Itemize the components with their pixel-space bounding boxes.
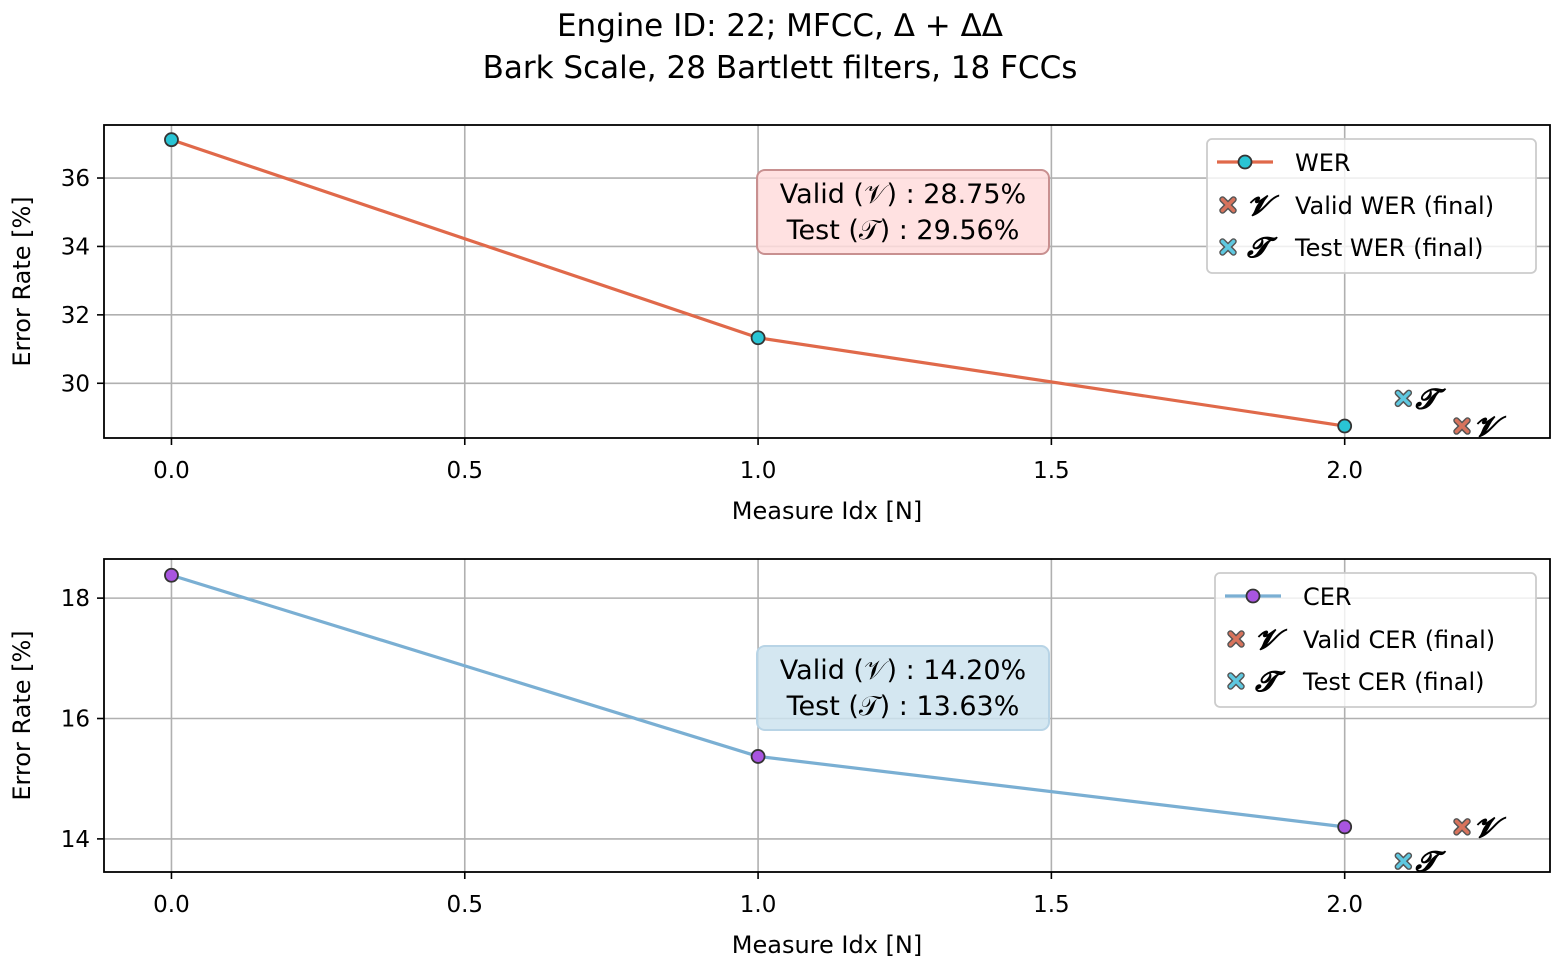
- cer-legend-test-x-fill: [1228, 673, 1244, 689]
- wer-valid-final-marker: [1453, 417, 1471, 435]
- wer-y-axis-label: Error Rate [%]: [8, 196, 36, 366]
- cer-xtick-label: 1.5: [1033, 892, 1070, 918]
- cer-test-final-glyph: 𝓣: [1415, 845, 1446, 878]
- cer-ytick-label: 14: [61, 827, 90, 853]
- cer-legend-frame: [1214, 572, 1537, 708]
- wer-data-point: [750, 330, 766, 346]
- wer-ytick-label: 32: [61, 303, 90, 329]
- cer-annotation-box: [756, 645, 1050, 731]
- cer-xtick-label: 1.0: [740, 892, 777, 918]
- wer-test-final-marker: [1394, 389, 1413, 408]
- cer-ytick-label: 18: [61, 586, 90, 612]
- wer-ytick-label: 34: [61, 234, 90, 260]
- chart-title-line1: Engine ID: 22; MFCC, Δ + ΔΔ: [557, 8, 1003, 44]
- cer-legend-valid-x: [1227, 630, 1245, 648]
- cer-panel: 0.0 0.5 1.0 1.5 2.0 14 16 18 Measure Idx [N] Erro…: [8, 558, 1551, 959]
- wer-annotation-test: Test (𝒯) : 29.56%: [786, 215, 1020, 246]
- wer-panel: 0.0 0.5 1.0 1.5 2.0 30 32 34 36 Measure Idx [N] Er…: [8, 124, 1551, 525]
- wer-data-point: [164, 132, 179, 148]
- cer-legend-series-label: CER: [1303, 583, 1352, 611]
- cer-legend-valid-x-fill: [1228, 631, 1244, 647]
- wer-data-point: [1337, 418, 1353, 434]
- cer-axes-frame: [103, 558, 1551, 873]
- chart-title-line2: Bark Scale, 28 Bartlett filters, 18 FCCs: [483, 50, 1078, 86]
- cer-data-point: [1337, 819, 1353, 835]
- wer-ytick-label: 36: [61, 166, 90, 192]
- cer-x-axis-label: Measure Idx [N]: [732, 931, 922, 959]
- wer-ytick-label: 30: [61, 371, 90, 397]
- wer-xtick-label: 0.0: [153, 458, 190, 484]
- wer-xtick-label: 1.5: [1033, 458, 1070, 484]
- cer-annotation-test: Test (𝒯) : 13.63%: [786, 691, 1020, 722]
- cer-valid-final-marker-fill: [1454, 819, 1470, 835]
- cer-ytick-label: 16: [61, 707, 90, 733]
- cer-legend-test-x: [1227, 672, 1245, 690]
- cer-y-axis-label: Error Rate [%]: [8, 630, 36, 800]
- cer-annotation-valid: Valid (𝒱) : 14.20%: [780, 655, 1026, 686]
- wer-legend-valid-label: Valid WER (final): [1295, 192, 1494, 220]
- cer-data-point: [164, 567, 179, 583]
- cer-legend-test-label: Test CER (final): [1302, 668, 1485, 696]
- wer-xtick-label: 0.5: [446, 458, 483, 484]
- wer-valid-final-marker-fill: [1454, 418, 1470, 434]
- wer-legend-valid-x-fill: [1220, 197, 1236, 213]
- wer-test-final-glyph: 𝓣: [1415, 382, 1446, 415]
- cer-xtick-label: 0.0: [153, 892, 190, 918]
- wer-legend-valid-x: [1219, 196, 1237, 214]
- wer-test-final-marker-fill: [1396, 391, 1411, 406]
- cer-xtick-label: 0.5: [446, 892, 483, 918]
- wer-xtick-label: 2.0: [1326, 458, 1363, 484]
- wer-legend-marker-handle: [1237, 154, 1253, 170]
- cer-legend-marker-handle: [1245, 588, 1261, 604]
- cer-test-final-marker: [1394, 852, 1413, 870]
- wer-legend-test-x: [1219, 238, 1237, 256]
- cer-xtick-label: 2.0: [1326, 892, 1363, 918]
- wer-legend-test-x-fill: [1220, 239, 1236, 255]
- wer-legend-series-label: WER: [1295, 149, 1351, 177]
- wer-x-axis-label: Measure Idx [N]: [732, 497, 922, 525]
- cer-legend-valid-label: Valid CER (final): [1303, 626, 1495, 654]
- cer-test-final-marker-fill: [1396, 853, 1411, 869]
- wer-axes-frame: [103, 124, 1551, 439]
- wer-annotation-box: [756, 169, 1050, 255]
- cer-valid-final-marker: [1453, 818, 1471, 836]
- cer-data-point: [750, 749, 766, 764]
- wer-legend-frame: [1206, 138, 1537, 274]
- wer-legend-test-label: Test WER (final): [1294, 234, 1484, 262]
- wer-annotation-valid: Valid (𝒱) : 28.75%: [780, 179, 1026, 210]
- wer-xtick-label: 1.0: [740, 458, 777, 484]
